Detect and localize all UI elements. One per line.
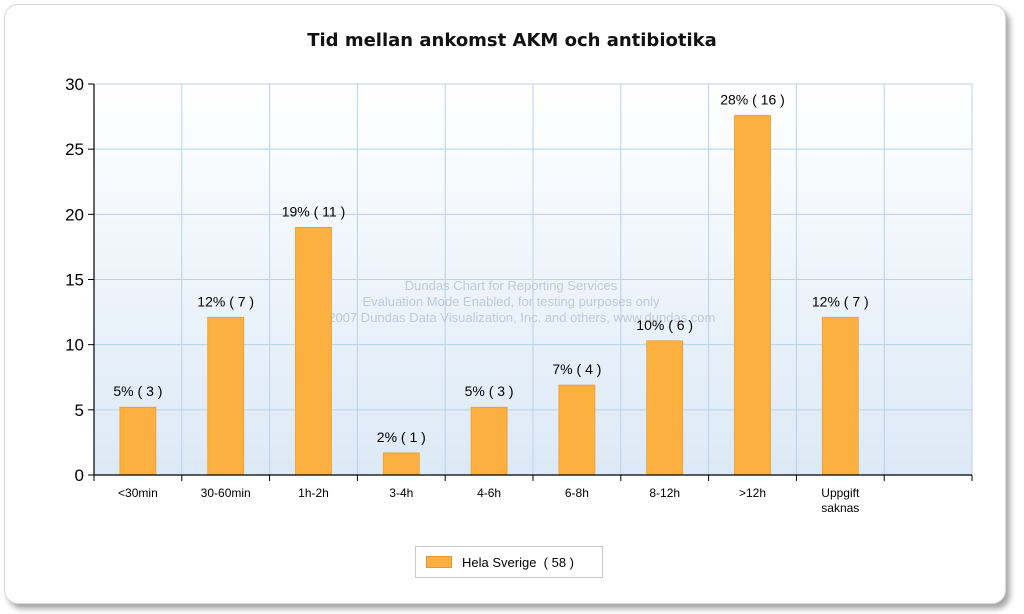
y-tick-label: 30 [65,75,84,94]
watermark-line: (C) 2007 Dundas Data Visualization, Inc.… [307,310,716,325]
category-label: 30-60min [201,486,251,500]
bar [821,316,859,476]
bar [382,452,420,476]
watermark-line: Evaluation Mode Enabled, for testing pur… [362,294,660,309]
category-label: 6-8h [565,486,589,500]
category-label: 3-4h [389,486,413,500]
chart-title: Tid mellan ankomst AKM och antibiotika [307,30,717,51]
bar [207,316,245,476]
watermark-line: Dundas Chart for Reporting Services [405,278,618,293]
labels: 5% ( 3 ) <30min 12% ( 7 ) 30-60min 19% ( 11 … [113,91,868,515]
data-label: 19% ( 11 ) [282,203,346,219]
bar [470,406,508,476]
bar [646,340,684,476]
watermark: Dundas Chart for Reporting ServicesEvalu… [307,278,716,325]
data-label: 5% ( 3 ) [113,383,162,399]
category-label: Uppgift saknas [821,486,860,515]
y-tick-label: 15 [65,271,84,290]
data-label: 12% ( 7 ) [812,293,869,309]
axes: 0 5 10 15 20 25 30 [65,75,973,485]
category-label: 8-12h [649,486,680,500]
category-label: 4-6h [477,486,501,500]
bar [558,384,596,476]
data-label: 12% ( 7 ) [197,293,254,309]
y-tick-label: 20 [65,205,84,224]
y-tick-label: 0 [75,466,84,485]
category-label: >12h [739,486,766,500]
data-label: 7% ( 4 ) [552,361,601,377]
category-label: 1h-2h [298,486,329,500]
category-label: <30min [118,486,158,500]
legend-label: Hela Sverige ( 58 ) [462,554,574,570]
bar [295,226,332,476]
y-tick-label: 10 [65,336,84,355]
data-label: 5% ( 3 ) [465,383,514,399]
data-label: 10% ( 6 ) [636,317,693,333]
bars [119,114,859,476]
data-label: 2% ( 1 ) [377,429,426,445]
bar [734,114,771,476]
bar [119,406,157,476]
y-tick-label: 5 [75,401,84,420]
legend: Hela Sverige ( 58 ) [415,546,603,578]
data-label: 28% ( 16 ) [720,91,785,107]
legend-swatch [426,556,452,568]
y-tick-label: 25 [65,140,84,159]
